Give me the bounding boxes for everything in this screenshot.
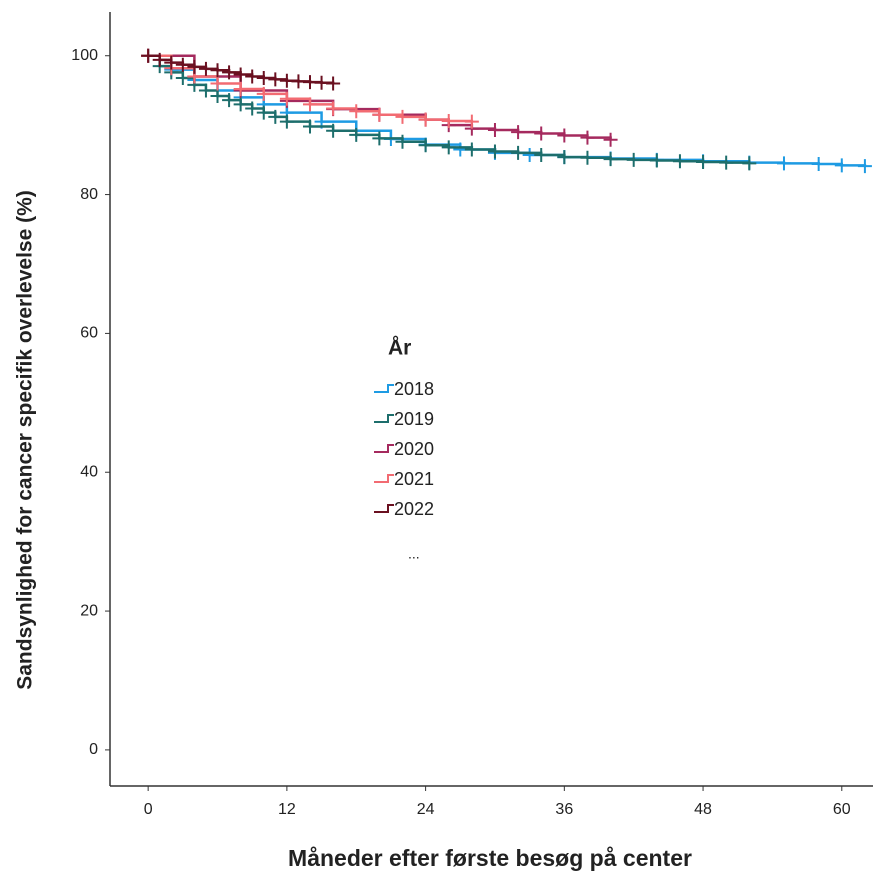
censor-mark [326,76,341,91]
y-tick-label: 40 [80,463,98,480]
legend-label: 2021 [394,469,434,489]
censor-mark [395,109,410,124]
y-tick-label: 0 [89,741,98,758]
legend-swatch [374,414,394,423]
censor-mark [372,107,387,122]
censor-mark [349,127,364,142]
censor-mark [580,130,595,145]
censor-mark [210,88,225,103]
censor-mark [464,114,479,129]
censor-mark [198,61,213,76]
censor-mark [268,109,283,124]
censor-mark [603,152,618,167]
censor-mark [487,123,502,138]
y-axis-title: Sandsynlighed for cancer specifik overle… [14,190,37,690]
x-tick-label: 24 [417,801,435,818]
censor-mark [268,72,283,87]
censor-mark [834,158,849,173]
y-tick-label: 80 [80,186,98,203]
censor-mark [256,86,271,101]
censor-mark [326,101,341,116]
x-tick-label: 36 [555,801,573,818]
censor-mark [245,69,260,84]
censor-mark [141,48,156,63]
censor-mark [302,119,317,134]
censor-mark [672,154,687,169]
legend-title: År [388,336,411,360]
censor-mark [649,153,664,168]
x-tick-label: 0 [144,801,153,818]
legend-swatch [374,474,394,483]
y-tick-label: 20 [80,602,98,619]
y-tick-label: 60 [80,325,98,342]
censor-mark [603,132,618,147]
censor-mark [557,150,572,165]
censor-mark [175,57,190,72]
censor-mark [164,55,179,70]
legend-label: 2022 [394,499,434,519]
censor-mark [279,114,294,129]
censor-mark [256,105,271,120]
censor-mark [811,157,826,172]
censor-mark [198,83,213,98]
y-tick-label: 100 [71,47,98,64]
censor-mark [233,67,248,82]
censor-mark [857,159,872,174]
x-tick-label: 60 [833,801,851,818]
censor-mark [395,134,410,149]
censor-mark [626,152,641,167]
x-tick-label: 48 [694,801,712,818]
censor-mark [233,82,248,97]
censor-mark [511,145,526,160]
legend-label: 2020 [394,439,434,459]
censor-mark [418,112,433,127]
censor-mark [580,150,595,165]
censor-mark [349,104,364,119]
censor-mark [441,113,456,128]
legend-swatch [374,384,394,393]
censor-mark [326,123,341,138]
censor-mark [441,140,456,155]
x-tick-label: 12 [278,801,296,818]
x-axis-title: Måneder efter første besøg på center [288,845,692,871]
censor-mark [175,70,190,85]
legend-swatch [374,504,394,513]
legend-note: ... [408,546,420,562]
censor-mark [256,70,271,85]
censor-mark [557,128,572,143]
censor-mark [418,138,433,153]
censor-mark [210,63,225,78]
censor-mark [487,144,502,159]
censor-mark [534,147,549,162]
censor-mark [511,125,526,140]
censor-mark [534,126,549,141]
censor-mark [372,131,387,146]
censor-mark [302,97,317,112]
censor-mark [222,93,237,108]
censor-mark [152,52,167,67]
censor-mark [776,156,791,171]
censor-mark [222,65,237,80]
censor-mark [742,156,757,171]
censor-mark [719,155,734,170]
censor-mark [233,97,248,112]
censor-mark [245,101,260,116]
censor-mark [279,91,294,106]
censor-mark [464,142,479,157]
legend-label: 2019 [394,409,434,429]
censor-mark [696,154,711,169]
censor-mark [210,76,225,91]
legend-label: 2018 [394,379,434,399]
legend-swatch [374,444,394,453]
censor-mark [187,59,202,74]
